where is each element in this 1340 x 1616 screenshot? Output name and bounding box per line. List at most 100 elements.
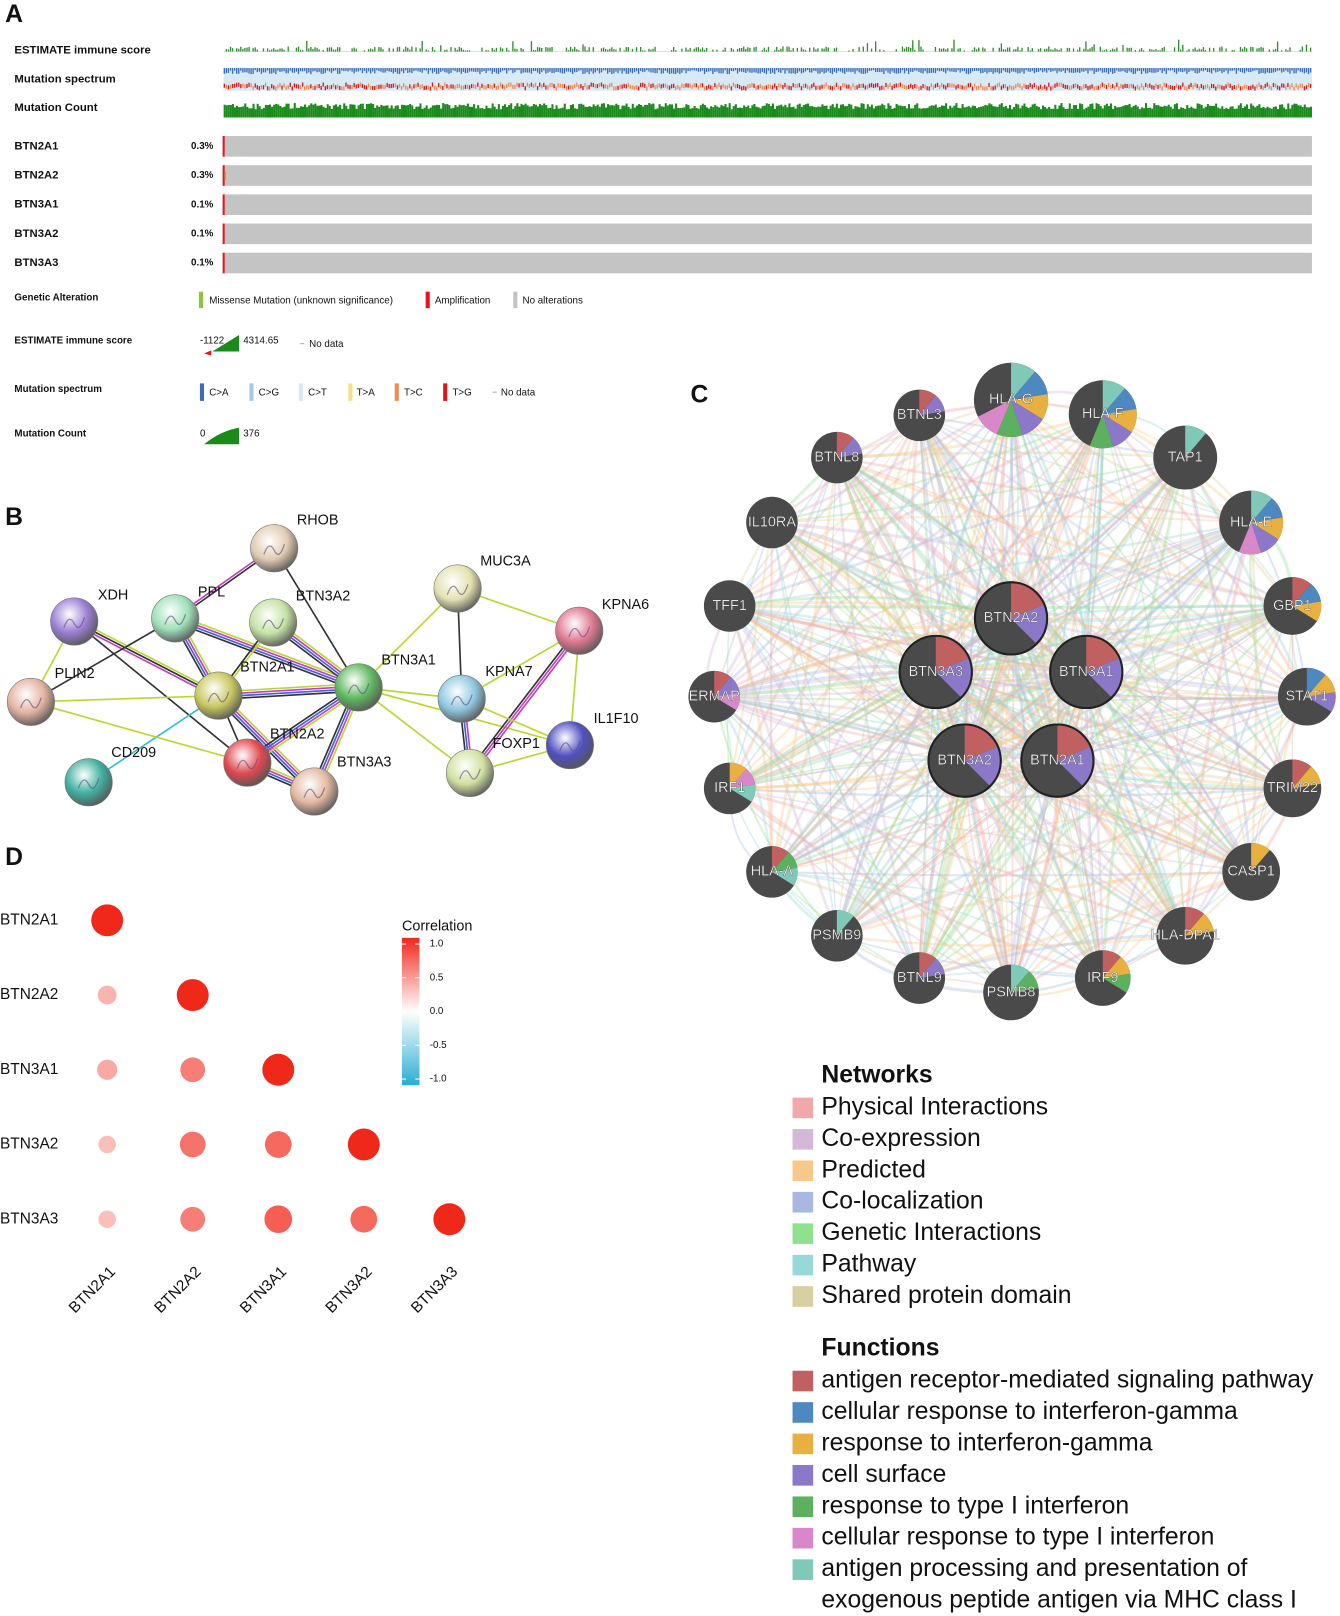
track-texture — [736, 68, 739, 74]
track-texture — [576, 82, 578, 87]
track-texture — [600, 68, 603, 73]
legend-label: Missense Mutation (unknown significance) — [209, 296, 393, 307]
gene-label: BTN3A1 — [14, 199, 58, 211]
track-texture — [339, 68, 341, 74]
track-texture — [246, 68, 248, 73]
track-texture — [753, 104, 756, 118]
track-texture — [1169, 68, 1172, 71]
track-texture — [1219, 68, 1221, 72]
track-texture — [1054, 104, 1057, 118]
track-texture — [1122, 84, 1124, 89]
network-edge — [835, 456, 1187, 937]
track-texture — [1210, 83, 1213, 88]
track-texture — [1056, 108, 1059, 118]
track-texture — [1208, 47, 1211, 52]
function-slice — [935, 634, 971, 672]
track-texture — [1008, 47, 1011, 52]
track-texture — [231, 104, 234, 118]
track-texture — [967, 106, 970, 118]
track-texture — [916, 68, 918, 71]
track-texture — [1285, 49, 1287, 52]
track-texture — [1198, 48, 1200, 52]
track-texture — [767, 103, 770, 118]
track-texture — [1289, 108, 1292, 118]
track-texture — [1307, 82, 1310, 87]
function-slice — [1306, 667, 1326, 697]
track-texture — [1140, 107, 1143, 118]
track-texture — [240, 84, 242, 89]
track-texture — [1299, 49, 1301, 52]
track-texture — [681, 48, 683, 52]
track-texture — [409, 103, 412, 118]
track-texture — [998, 68, 1001, 74]
track-texture — [817, 48, 819, 52]
network-edge — [1056, 414, 1104, 761]
track-texture — [848, 50, 850, 52]
function-slice — [1251, 517, 1284, 540]
track-texture — [330, 108, 333, 118]
gene-percent: 0.1% — [191, 228, 214, 239]
track-texture — [971, 86, 974, 91]
network-edge — [1078, 671, 1104, 979]
track-texture — [359, 68, 362, 71]
function-slice — [1102, 414, 1132, 447]
track-texture — [524, 86, 526, 91]
track-texture — [874, 83, 877, 88]
track-texture — [796, 104, 799, 118]
track-texture — [910, 47, 912, 52]
track-texture — [1008, 105, 1012, 118]
track-texture — [450, 47, 452, 52]
colorbar-tick-label: -1.0 — [430, 1074, 447, 1085]
track-texture — [1138, 86, 1141, 91]
track-texture — [1112, 84, 1114, 89]
track-texture — [369, 68, 372, 74]
network-edge — [771, 456, 1186, 873]
protein-node — [445, 748, 494, 797]
track-texture — [823, 68, 825, 74]
track-texture — [277, 49, 279, 52]
track-texture — [1085, 84, 1087, 89]
track-texture — [901, 106, 904, 118]
track-texture — [1264, 84, 1266, 89]
track-texture — [372, 68, 374, 72]
track-texture — [380, 47, 382, 52]
function-slice — [1251, 490, 1272, 523]
network-edge — [836, 934, 1186, 947]
track-texture — [943, 84, 945, 89]
track-texture — [1054, 83, 1056, 88]
track-texture — [514, 84, 516, 90]
track-texture — [584, 68, 586, 74]
edge — [273, 547, 360, 688]
track-texture — [1202, 85, 1205, 90]
track-texture — [1208, 68, 1211, 73]
track-texture — [473, 84, 475, 89]
track-texture — [1161, 86, 1163, 91]
track-texture — [1105, 68, 1108, 73]
track-texture — [1200, 68, 1203, 72]
query-ring — [973, 581, 1049, 656]
track-texture — [532, 84, 535, 89]
track-texture — [1151, 108, 1154, 118]
track-texture — [497, 104, 500, 118]
track-texture — [957, 107, 960, 118]
track-texture — [1033, 83, 1036, 88]
track-texture — [627, 47, 629, 52]
track-texture — [582, 85, 584, 91]
track-texture — [679, 86, 681, 91]
track-texture — [1256, 68, 1258, 71]
track-label: Mutation spectrum — [14, 73, 115, 85]
track-texture — [1206, 84, 1209, 89]
track-texture — [1200, 83, 1203, 89]
track-texture — [743, 46, 745, 52]
track-texture — [1070, 85, 1073, 90]
track-texture — [1266, 68, 1268, 73]
protein-node — [6, 677, 55, 726]
track-texture — [444, 68, 446, 73]
track-texture — [1114, 85, 1116, 90]
track-texture — [293, 68, 296, 73]
track-texture — [821, 84, 823, 89]
track-texture — [304, 68, 306, 72]
track-texture — [415, 68, 417, 71]
track-texture — [726, 85, 728, 90]
track-texture — [541, 68, 543, 73]
